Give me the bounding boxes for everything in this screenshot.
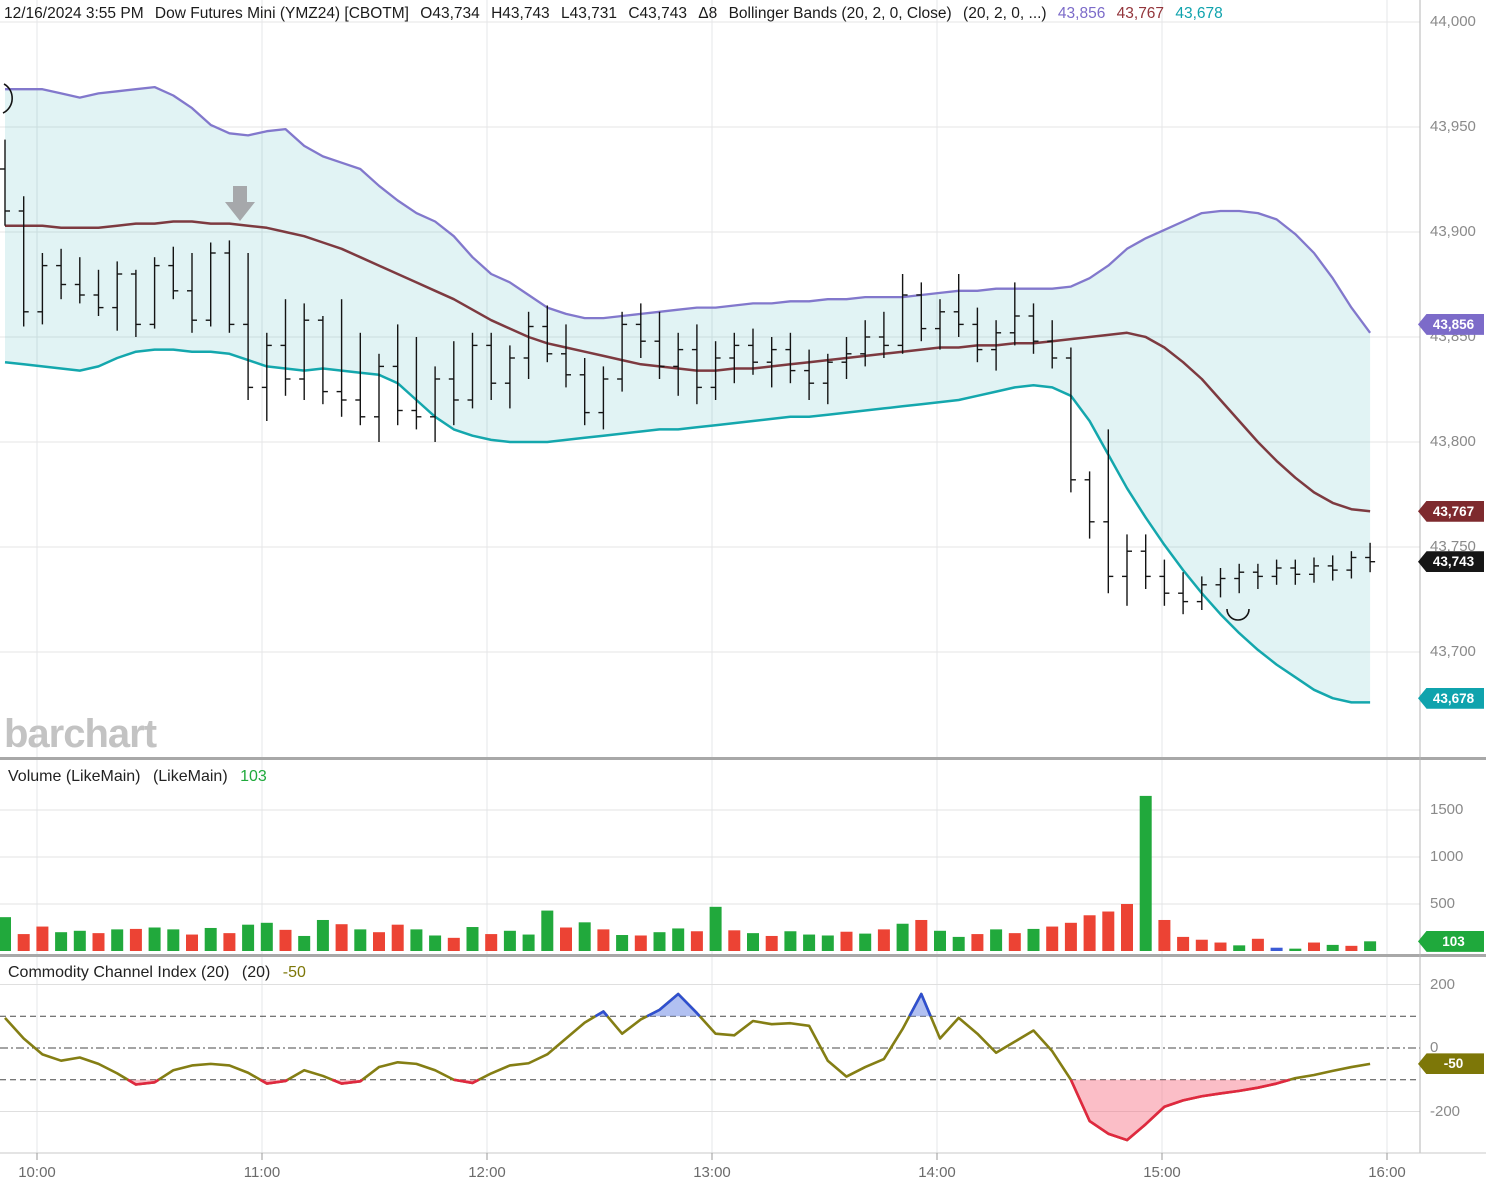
cci-oversold-line	[259, 1078, 289, 1085]
axis-badge-cci: -50	[1418, 1053, 1484, 1075]
header-high: H43,743	[491, 5, 550, 22]
cci-axis-label: -200	[1430, 1102, 1461, 1120]
bollinger-band-fill	[5, 87, 1371, 703]
cci-overbought-line	[594, 1010, 609, 1018]
header-study-name[interactable]: Bollinger Bands (20, 2, 0, Close)	[728, 5, 952, 22]
axis-badge-price: 43,743	[1418, 551, 1484, 573]
axis-badge-volume: 103	[1418, 930, 1484, 952]
cci-oversold-line	[1069, 1078, 1291, 1142]
price-axis-label: 43,800	[1430, 433, 1476, 450]
volume-sublabel: (LikeMain)	[152, 768, 228, 785]
volume-study-label[interactable]: Volume (LikeMain) (LikeMain) 103	[8, 768, 267, 786]
down-arrow-icon	[225, 186, 255, 221]
price-bars	[0, 139, 1376, 615]
price-axis-label: 43,900	[1430, 223, 1476, 240]
header-study-params[interactable]: (20, 2, 0, ...)	[963, 5, 1047, 22]
volume-axis-label: 1500	[1430, 801, 1464, 818]
bb-lower-value: 43,678	[1175, 5, 1223, 22]
volume-current-value: 103	[240, 768, 267, 785]
bb-upper-value: 43,856	[1057, 5, 1106, 22]
axis-badge-price: 43,856	[1418, 313, 1484, 335]
header-symbol-title: Dow Futures Mini (YMZ24) [CBOTM]	[154, 5, 409, 22]
cci-oversold-fill	[1070, 1079, 1290, 1141]
cci-study-label[interactable]: Commodity Channel Index (20) (20) -50	[8, 964, 306, 982]
price-axis-label: 43,950	[1430, 118, 1476, 135]
x-axis-label: 15:00	[1143, 1164, 1181, 1181]
volume-label: Volume (LikeMain)	[8, 768, 141, 785]
bollinger-lower-line	[4, 348, 1371, 704]
x-axis-label: 16:00	[1368, 1164, 1406, 1181]
x-axis-label: 12:00	[468, 1164, 506, 1181]
smile-arc-annotation	[1226, 608, 1250, 621]
volume-axis-label: 1000	[1430, 848, 1464, 865]
cci-oversold-line	[331, 1078, 364, 1085]
header-open: O43,734	[420, 5, 480, 22]
x-axis-label: 14:00	[918, 1164, 956, 1181]
axis-badge-price: 43,678	[1418, 687, 1484, 709]
price-axis-label: 44,000	[1430, 13, 1476, 30]
cci-overbought-fill	[909, 994, 931, 1017]
bollinger-upper-line	[5, 85, 1372, 334]
cci-oversold-line	[453, 1078, 480, 1085]
x-axis-label: 11:00	[243, 1164, 281, 1181]
x-axis-label: 13:00	[693, 1164, 731, 1181]
cci-oversold-line	[127, 1078, 160, 1086]
x-axis-label: 10:00	[18, 1164, 56, 1181]
header-close: C43,743	[628, 5, 687, 22]
price-axis-label: 43,750	[1430, 538, 1476, 555]
cci-label: Commodity Channel Index (20)	[8, 964, 230, 981]
volume-bars	[0, 795, 1377, 951]
price-axis-label: 43,700	[1430, 643, 1476, 660]
cci-axis-label: 0	[1430, 1039, 1439, 1056]
axis-badge-price: 43,767	[1418, 500, 1484, 522]
bollinger-middle-line	[5, 220, 1371, 513]
chart-header: 12/16/2024 3:55 PM Dow Futures Mini (YMZ…	[4, 5, 1230, 23]
cci-overbought-line	[646, 992, 701, 1018]
panel-separator[interactable]	[0, 954, 1486, 957]
cci-overbought-line	[908, 992, 932, 1017]
cci-current-value: -50	[282, 964, 306, 981]
header-change: Δ8	[698, 5, 718, 22]
header-low: L43,731	[561, 5, 618, 22]
volume-axis-label: 500	[1430, 895, 1456, 912]
header-datetime: 12/16/2024 3:55 PM	[4, 5, 144, 22]
cci-sublabel: (20)	[241, 964, 271, 981]
cci-axis-label: 200	[1430, 975, 1456, 993]
bb-middle-value: 43,767	[1116, 5, 1165, 22]
edge-arc-annotation	[2, 83, 13, 114]
barchart-watermark-logo: barchart	[4, 712, 157, 756]
panel-separator[interactable]	[0, 757, 1486, 760]
